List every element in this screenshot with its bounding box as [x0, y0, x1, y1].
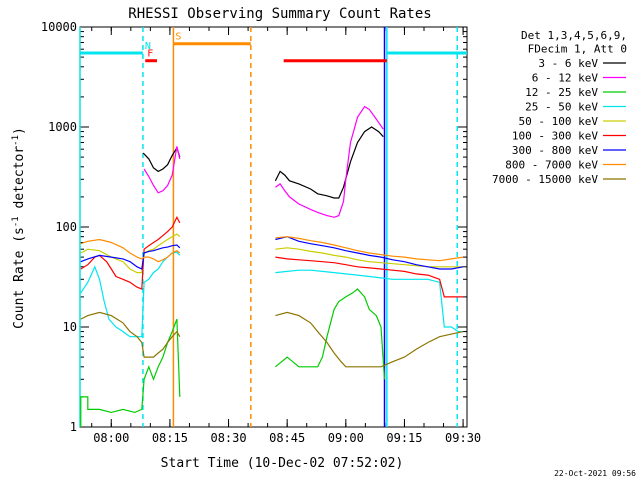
- x-axis: 08:00 08:15 08:30 08:45 09:00 09:15 09:30: [91, 27, 481, 445]
- series-line: [80, 236, 464, 263]
- chart-title: RHESSI Observing Summary Count Rates: [128, 6, 431, 22]
- series-line: [80, 288, 386, 427]
- series-line: [142, 126, 384, 199]
- plot-frame: [79, 26, 468, 428]
- legend-label: 7000 - 15000 keV: [492, 173, 598, 186]
- x-tick-label: 08:30: [210, 431, 246, 445]
- legend-label: 800 - 7000 keV: [505, 159, 598, 172]
- y-tick-label: 100: [55, 220, 77, 234]
- legend-label: 3 - 6 keV: [538, 57, 598, 70]
- y-axis: 1 10 100 1000 10000: [41, 20, 467, 434]
- y-tick-label: 1: [70, 420, 77, 434]
- y-tick-label: 10: [63, 320, 77, 334]
- legend-label: 25 - 50 keV: [525, 101, 598, 114]
- footer-timestamp: 22-Oct-2021 09:56: [554, 469, 636, 478]
- y-tick-label: 1000: [48, 120, 77, 134]
- y-axis-label: Count Rate (s-1 detector-1): [11, 127, 27, 329]
- x-tick-label: 08:00: [93, 431, 129, 445]
- legend-header: FDecim 1, Att 0: [528, 43, 627, 56]
- state-bar-label: F: [147, 49, 153, 60]
- y-axis-label-superscript: -1: [11, 135, 21, 146]
- state-bar-label: N: [145, 41, 151, 52]
- x-axis-label: Start Time (10-Dec-02 07:52:02): [161, 456, 404, 471]
- y-tick-label: 10000: [41, 20, 77, 34]
- legend-label: 300 - 800 keV: [512, 144, 598, 157]
- series-line: [143, 105, 384, 218]
- legend-label: 50 - 100 keV: [519, 115, 599, 128]
- legend-label: 12 - 25 keV: [525, 86, 598, 99]
- y-axis-label-part: Count Rate (s: [12, 227, 27, 329]
- x-tick-label: 08:45: [269, 431, 305, 445]
- legend-label: 6 - 12 keV: [532, 72, 599, 85]
- x-tick-label: 09:30: [445, 431, 481, 445]
- x-tick-label: 08:15: [152, 431, 188, 445]
- legend-header: Det 1,3,4,5,6,9,: [521, 29, 627, 42]
- state-bar-label: S: [175, 32, 181, 43]
- x-tick-label: 09:15: [386, 431, 422, 445]
- legend: Det 1,3,4,5,6,9,FDecim 1, Att 03 - 6 keV…: [492, 29, 627, 186]
- series-line: [80, 215, 464, 298]
- legend-label: 100 - 300 keV: [512, 130, 598, 143]
- series-line: [80, 236, 464, 270]
- series-line: [80, 311, 464, 368]
- x-tick-label: 09:00: [328, 431, 364, 445]
- y-axis-label-part: detector: [12, 146, 27, 217]
- y-axis-label-part: ): [12, 127, 27, 135]
- plot-area: 08:00 08:15 08:30 08:45 09:00 09:15 09:30 1 10 10…: [41, 20, 481, 445]
- y-axis-label-superscript: -1: [11, 216, 21, 227]
